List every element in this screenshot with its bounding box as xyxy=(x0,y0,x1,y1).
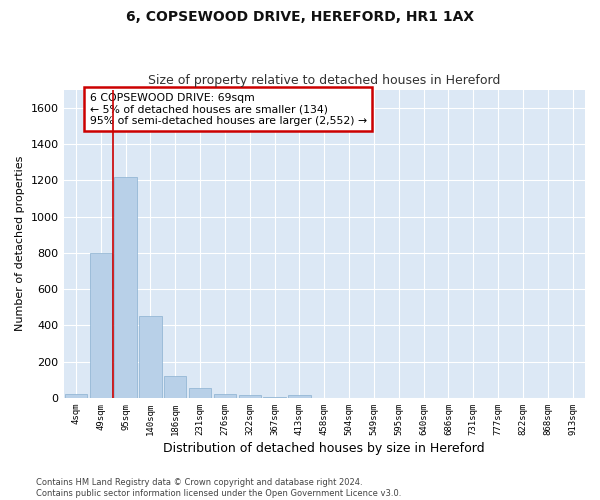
Text: 6 COPSEWOOD DRIVE: 69sqm
← 5% of detached houses are smaller (134)
95% of semi-d: 6 COPSEWOOD DRIVE: 69sqm ← 5% of detache… xyxy=(89,92,367,126)
Bar xyxy=(115,176,137,398)
Bar xyxy=(239,395,261,398)
Text: 6, COPSEWOOD DRIVE, HEREFORD, HR1 1AX: 6, COPSEWOOD DRIVE, HEREFORD, HR1 1AX xyxy=(126,10,474,24)
Bar xyxy=(288,395,311,398)
Text: Contains HM Land Registry data © Crown copyright and database right 2024.
Contai: Contains HM Land Registry data © Crown c… xyxy=(36,478,401,498)
Bar xyxy=(164,376,187,398)
X-axis label: Distribution of detached houses by size in Hereford: Distribution of detached houses by size … xyxy=(163,442,485,455)
Bar xyxy=(65,394,87,398)
Title: Size of property relative to detached houses in Hereford: Size of property relative to detached ho… xyxy=(148,74,500,87)
Bar xyxy=(89,253,112,398)
Y-axis label: Number of detached properties: Number of detached properties xyxy=(15,156,25,332)
Bar xyxy=(214,394,236,398)
Bar xyxy=(263,397,286,398)
Bar xyxy=(189,388,211,398)
Bar xyxy=(139,316,161,398)
